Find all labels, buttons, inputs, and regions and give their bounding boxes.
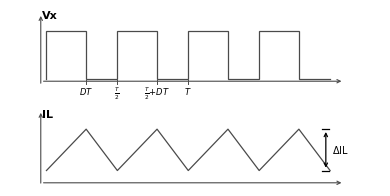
Text: IL: IL (42, 110, 53, 120)
Text: Vx: Vx (42, 11, 58, 21)
Text: $T$: $T$ (184, 85, 192, 96)
Text: $\frac{T}{2}$: $\frac{T}{2}$ (114, 85, 121, 102)
Text: $\Delta$IL: $\Delta$IL (332, 144, 349, 156)
Text: $DT$: $DT$ (79, 85, 93, 96)
Text: $\frac{T}{2}$+$DT$: $\frac{T}{2}$+$DT$ (144, 85, 170, 102)
